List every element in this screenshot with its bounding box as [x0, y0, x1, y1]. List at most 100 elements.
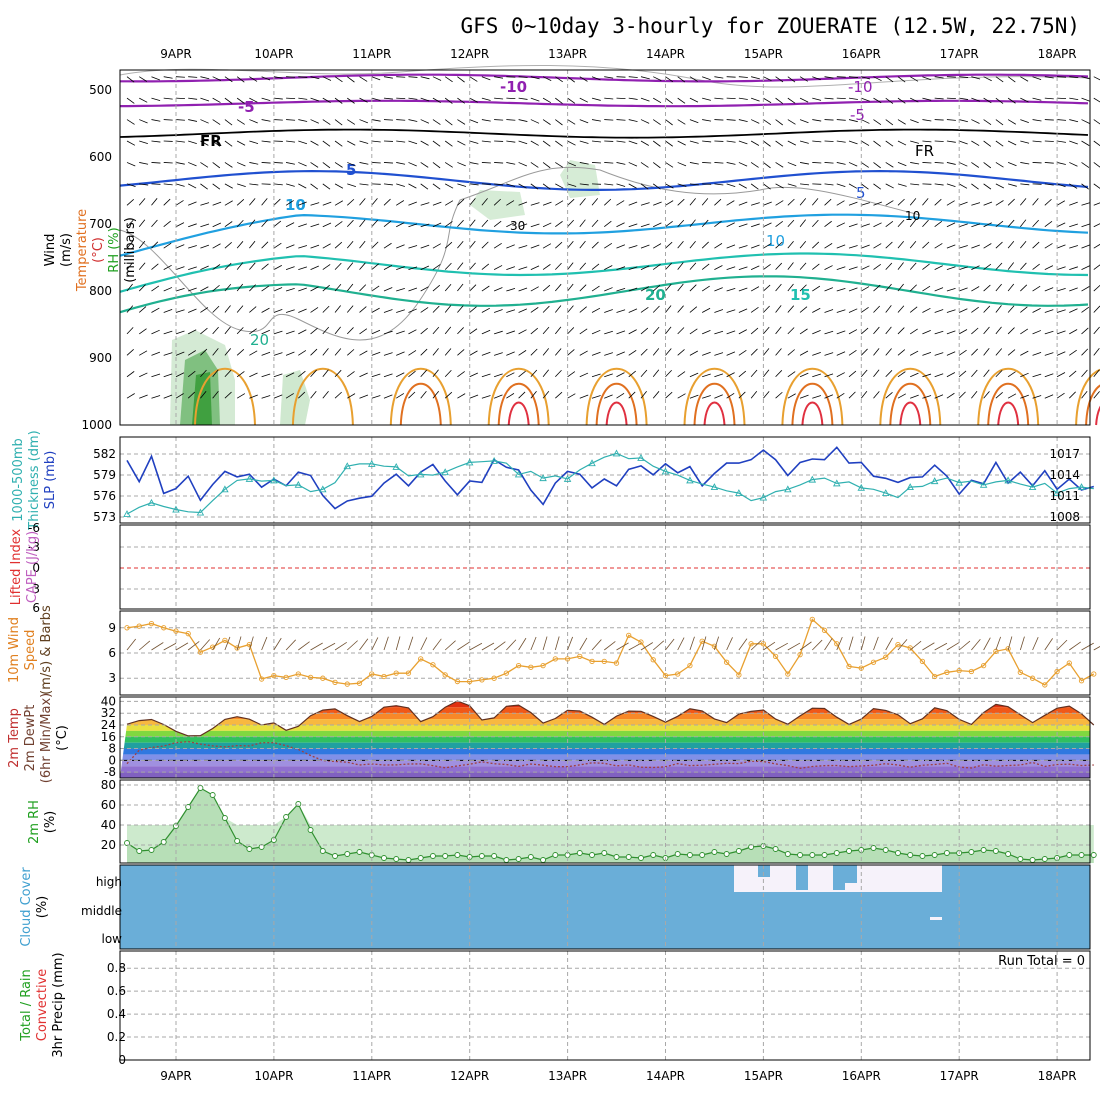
- wind-barb: [200, 76, 210, 80]
- wind-barb: [481, 241, 489, 249]
- wind-barb: [151, 241, 159, 249]
- wind-barb: [396, 200, 405, 206]
- wind-barb: [628, 119, 638, 122]
- wind-barb: [555, 241, 563, 249]
- cloud-fill: [845, 865, 857, 883]
- wind-barb: [322, 348, 329, 356]
- wind-barb: [396, 266, 405, 270]
- wind-barb: [273, 183, 283, 186]
- wind-barb: [958, 391, 966, 399]
- wind-barb: [187, 350, 196, 356]
- wind-barb: [236, 393, 246, 399]
- wind-barb: [383, 220, 392, 228]
- rh-marker: [209, 792, 216, 798]
- wind-barb: [542, 243, 552, 249]
- wind-barb: [310, 183, 319, 190]
- temperature-band: [120, 766, 1090, 773]
- wind-barb: [285, 330, 295, 335]
- wind-barb: [750, 140, 760, 146]
- wind-speed-marker: [442, 672, 448, 678]
- wind-barb: [763, 222, 772, 228]
- wind-speed-marker: [1029, 675, 1036, 681]
- wind-barb: [677, 198, 685, 206]
- wind-barb: [200, 162, 209, 168]
- wind-barb: [1069, 308, 1078, 313]
- wind-barb: [506, 351, 515, 356]
- wind-barb: [396, 330, 405, 335]
- wind-barb: [738, 119, 748, 123]
- temperature-band: [120, 713, 1090, 720]
- wind-barb: [934, 265, 943, 270]
- wind-barb: [640, 183, 649, 190]
- wind-barb: [873, 348, 880, 356]
- wind-barb: [701, 636, 707, 651]
- wind-barb: [200, 327, 208, 335]
- wind-barb: [897, 283, 904, 292]
- wind-barb: [1093, 284, 1100, 292]
- wind-barb: [518, 183, 527, 189]
- wind-barb: [885, 183, 894, 189]
- wind-barb: [371, 162, 381, 164]
- wind-barb: [200, 265, 209, 270]
- isotherm-line: [781, 367, 844, 426]
- wind-tick: 9: [108, 621, 116, 635]
- wind-barb: [371, 285, 380, 292]
- wind-barb: [371, 241, 379, 249]
- wind-barb: [237, 183, 246, 187]
- wind-barb: [420, 307, 429, 313]
- wind-barb: [261, 329, 270, 335]
- wind-barb: [824, 287, 834, 292]
- rh-marker: [674, 851, 681, 857]
- precip-tick: 0.2: [107, 1030, 126, 1044]
- wind-barb: [640, 307, 649, 313]
- wind-barb: [444, 640, 456, 651]
- wind-barb: [432, 305, 440, 313]
- wind-barb: [322, 264, 331, 270]
- wind-barb: [347, 140, 356, 146]
- wind-barb: [322, 369, 329, 378]
- wind-barb: [175, 642, 189, 651]
- wind-barb: [738, 349, 747, 356]
- wind-speed-marker: [1066, 660, 1072, 666]
- rh-marker: [393, 856, 400, 862]
- rh-marker: [344, 851, 351, 857]
- wind-barb: [200, 244, 210, 249]
- wind-barb: [885, 162, 894, 168]
- wind-barb: [591, 307, 601, 313]
- isotherm-line: [497, 382, 540, 426]
- wind-barb: [1020, 162, 1030, 165]
- wind-barb: [273, 220, 282, 228]
- wind-barb: [359, 306, 367, 313]
- wind-barb: [444, 76, 453, 83]
- wind-barb: [1069, 223, 1078, 228]
- wind-barb: [261, 241, 269, 249]
- wind-barb: [702, 395, 711, 399]
- wind-barb: [1032, 307, 1041, 313]
- wind-barb: [334, 97, 343, 104]
- wind-barb: [701, 219, 709, 228]
- slp-thickness-panel: 58257957657310171014101110081000-500mbTh…: [11, 430, 1095, 531]
- wind-barb: [126, 393, 135, 399]
- rh-marker: [784, 851, 791, 857]
- axis-label-line: 2m DewPt: [23, 705, 38, 772]
- wind-barb: [604, 330, 613, 335]
- wind-barb: [444, 348, 452, 356]
- wind-barb: [1020, 262, 1027, 270]
- wind-speed-marker: [552, 656, 558, 662]
- wind-barb: [701, 285, 710, 292]
- wind-speed-marker: [540, 662, 546, 669]
- wind-barb: [518, 97, 528, 100]
- pressure-tick: 700: [89, 217, 112, 231]
- wind-barb: [677, 393, 686, 399]
- wind-barb: [640, 244, 650, 249]
- wind-barb: [530, 307, 539, 313]
- thickness-marker: [833, 479, 841, 487]
- wind-barb: [787, 76, 796, 83]
- wind-barb: [958, 349, 967, 356]
- wind-barb: [983, 183, 992, 190]
- rh-contour: [119, 166, 921, 341]
- wind-barb: [383, 373, 393, 378]
- li-tick: -6: [28, 521, 40, 535]
- wind-barb: [457, 198, 465, 206]
- cloud-fill: [758, 865, 770, 877]
